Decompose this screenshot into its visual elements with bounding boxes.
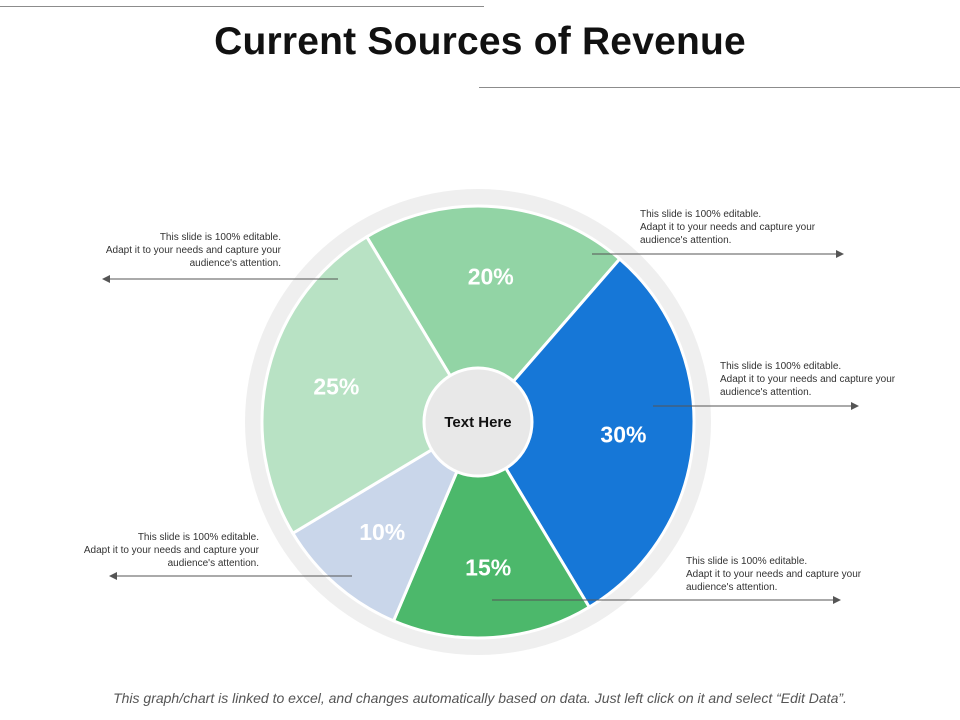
callout-line: This slide is 100% editable.: [686, 556, 808, 567]
callout-line: audience's attention.: [640, 235, 732, 246]
pie-slice[interactable]: [364, 204, 622, 425]
slice-percent-label: 15%: [465, 555, 511, 581]
callout-line: Adapt it to your needs and capture your: [640, 222, 816, 233]
slice-percent-label: 30%: [600, 422, 646, 448]
callout-line: audience's attention.: [720, 387, 812, 398]
callout-line: Adapt it to your needs and capture your: [105, 245, 281, 256]
slice-percent-label: 10%: [359, 519, 405, 545]
callout-line: This slide is 100% editable.: [137, 532, 259, 543]
pie-slice[interactable]: [290, 418, 482, 623]
callout-bottom-right: This slide is 100% editable. Adapt it to…: [686, 555, 916, 594]
callout-line: audience's attention.: [167, 558, 259, 569]
callout-line: Adapt it to your needs and capture your: [686, 569, 862, 580]
pie-slice[interactable]: [476, 256, 696, 610]
callout-line: Adapt it to your needs and capture your: [720, 374, 896, 385]
top-right-rule: [479, 87, 960, 88]
callout-line: audience's attention.: [686, 582, 778, 593]
top-left-rule: [0, 6, 484, 7]
pie-slice[interactable]: [260, 234, 481, 536]
callout-line: This slide is 100% editable.: [640, 209, 762, 220]
callout-line: Adapt it to your needs and capture your: [83, 545, 259, 556]
callout-top-right: This slide is 100% editable. Adapt it to…: [640, 208, 870, 247]
callout-top-left: This slide is 100% editable. Adapt it to…: [51, 231, 281, 270]
footer-note: This graph/chart is linked to excel, and…: [113, 690, 847, 706]
callout-line: This slide is 100% editable.: [720, 361, 842, 372]
callout-bottom-left: This slide is 100% editable. Adapt it to…: [29, 531, 259, 570]
pie-slice[interactable]: [391, 418, 592, 640]
slice-percent-label: 20%: [468, 264, 514, 290]
slice-percent-label: 25%: [313, 374, 359, 400]
page-title: Current Sources of Revenue: [214, 20, 746, 63]
callout-line: audience's attention.: [189, 258, 281, 269]
callout-line: This slide is 100% editable.: [159, 232, 281, 243]
donut-center-label: Text Here: [444, 414, 511, 431]
callout-middle-right: This slide is 100% editable. Adapt it to…: [720, 360, 950, 399]
donut-center: [422, 366, 534, 478]
